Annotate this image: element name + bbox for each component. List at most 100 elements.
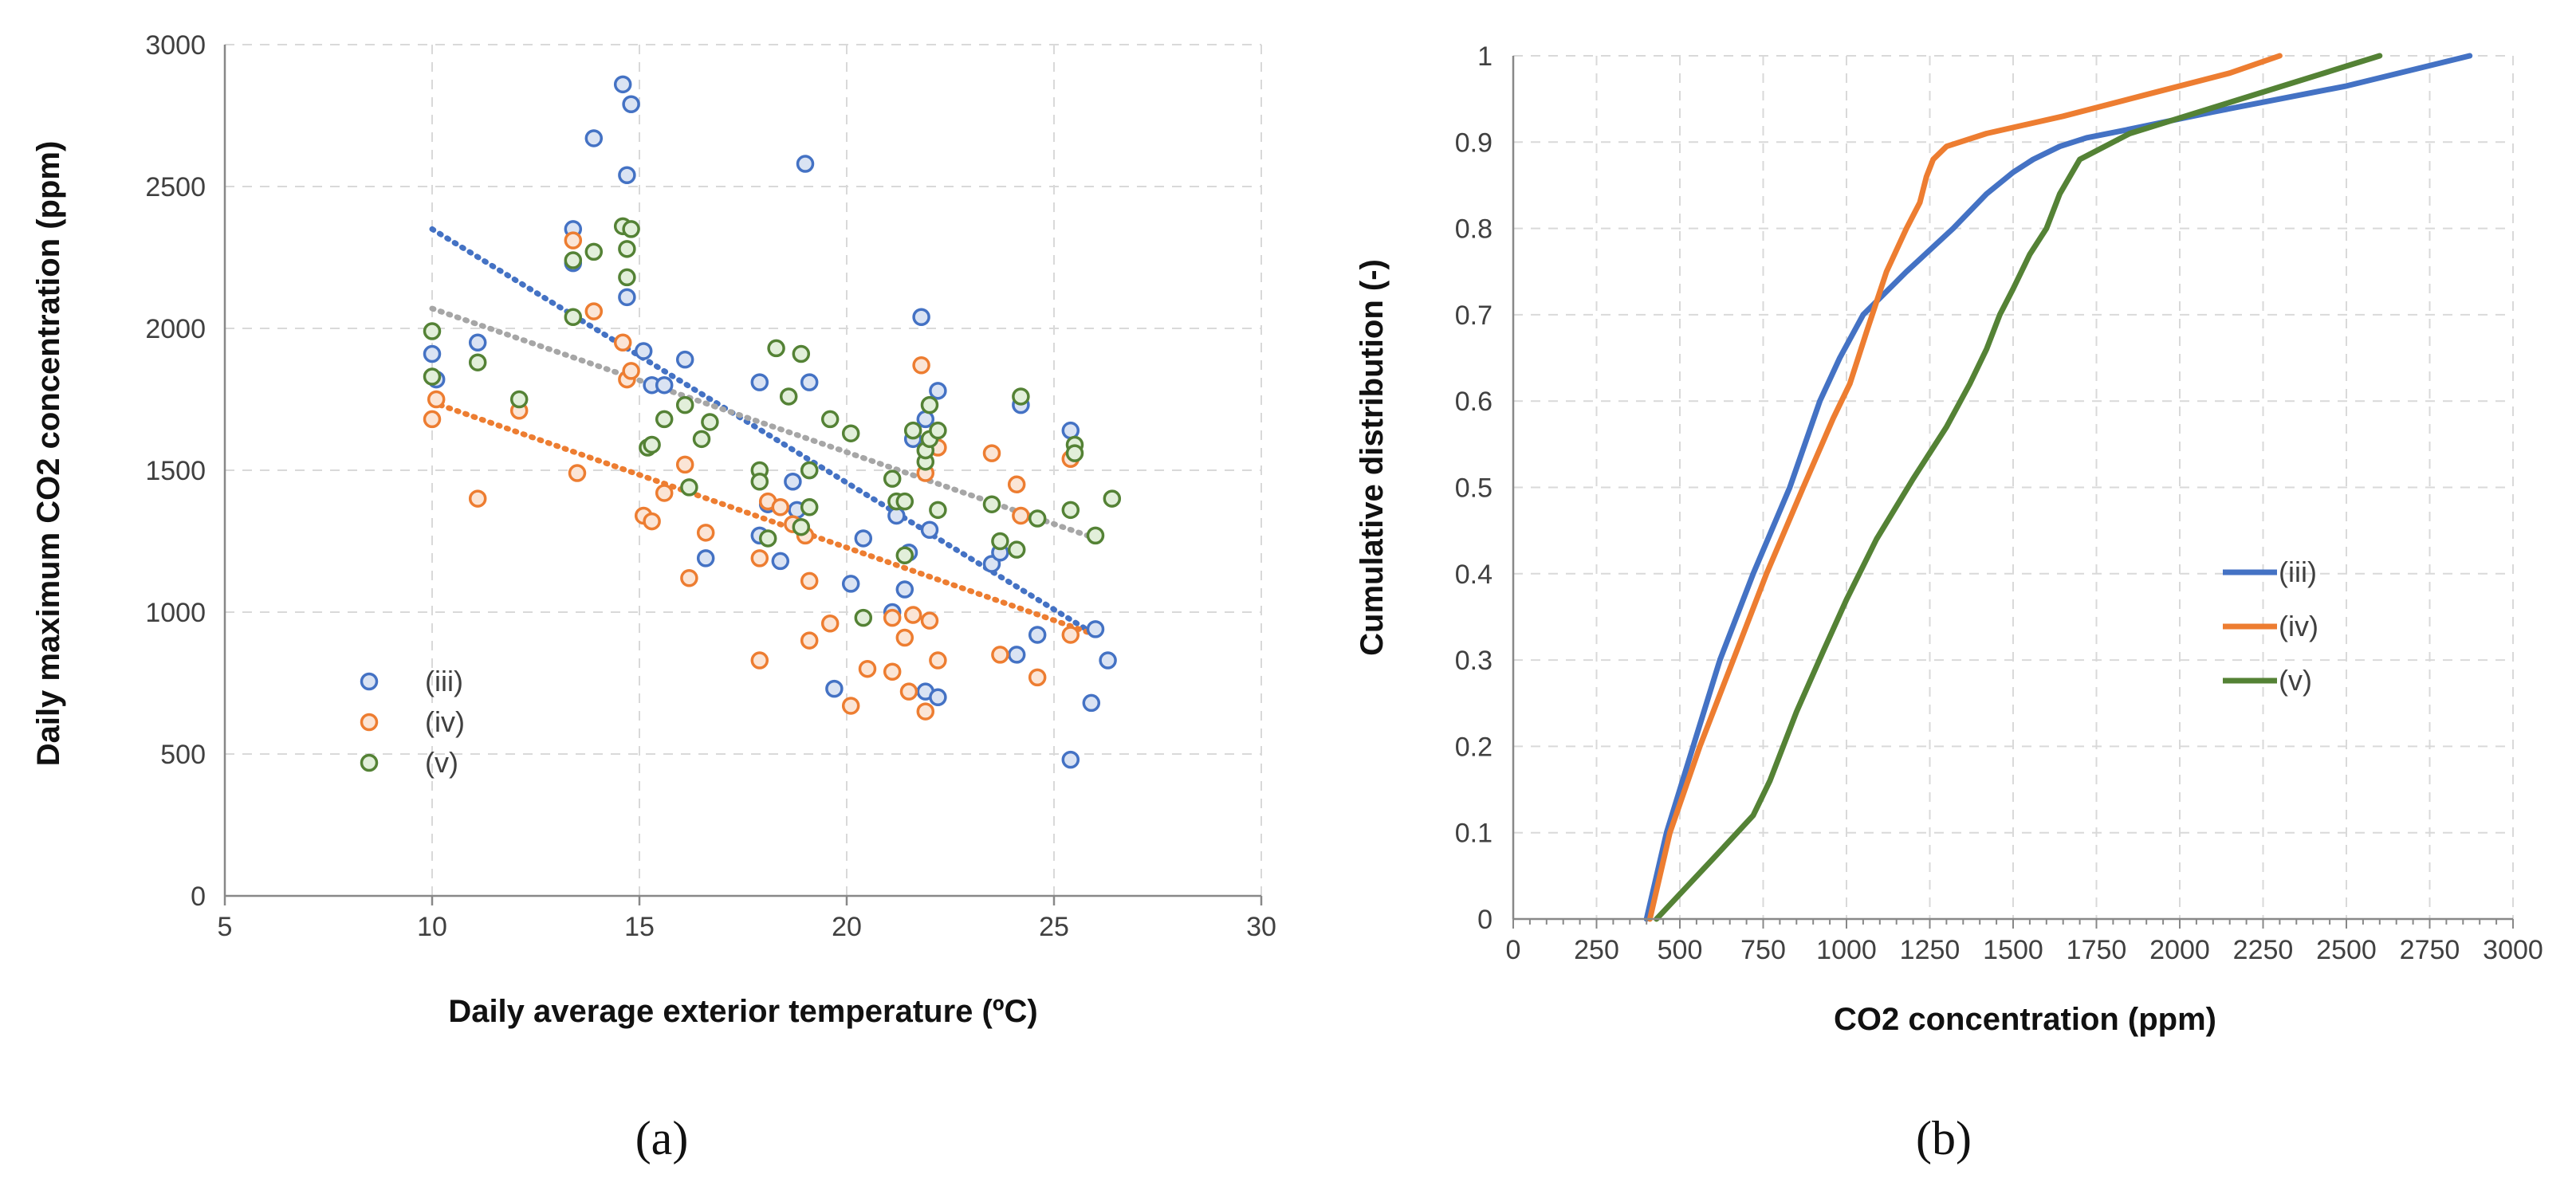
chart-a-point-s3-5	[564, 308, 583, 327]
chart-a-point-s3-39	[929, 421, 947, 440]
chart-a-point-s3-46	[1061, 501, 1080, 520]
chart-a-point-s1-25	[854, 529, 873, 548]
chart-a-legend-marker-3	[360, 753, 379, 772]
chart-b-y-tick-0.1: 0.1	[1455, 819, 1493, 849]
chart-a-point-s2-28	[883, 662, 902, 681]
chart-a-point-s2-15	[696, 524, 715, 542]
chart-b-x-tick-1000: 1000	[1816, 935, 1877, 965]
chart-a-y-tick-2000: 2000	[145, 314, 206, 344]
chart-a-legend-label-1: (iii)	[425, 665, 463, 697]
chart-a-point-s2-41	[1012, 506, 1030, 525]
chart-a-y-tick-2500: 2500	[145, 172, 206, 202]
chart-a-point-s2-37	[929, 651, 947, 670]
chart-a-point-s2-23	[800, 631, 819, 650]
chart-a-point-s1-16	[750, 373, 769, 391]
chart-a-point-s1-36	[929, 382, 947, 400]
chart-a-point-s3-0	[423, 322, 442, 340]
chart-a-point-s3-45	[1028, 509, 1047, 528]
chart-a-x-tick-5: 5	[218, 912, 233, 942]
chart-a-points	[423, 75, 1122, 769]
chart-b-y-tick-0.8: 0.8	[1455, 214, 1493, 245]
chart-a-point-s2-5	[568, 464, 587, 482]
chart-b-tick-labels: 0 250 500 750 1000 1250 1500 1750 2000 2250 2500 27…	[1455, 41, 2543, 965]
chart-a-point-s3-10	[618, 268, 636, 287]
chart-a-point-s2-11	[643, 512, 661, 531]
chart-a-x-tick-15: 15	[624, 912, 655, 942]
chart-b-legend: (iii) (iv) (v)	[2223, 556, 2318, 697]
chart-b-y-tick-0.2: 0.2	[1455, 732, 1493, 762]
chart-a-point-s3-3	[509, 390, 529, 409]
chart-a-point-s3-32	[895, 492, 914, 511]
chart-a-point-s1-42	[1028, 626, 1047, 644]
chart-a-point-s3-19	[750, 472, 769, 491]
chart-b-gridlines	[1513, 55, 2514, 919]
chart-a-point-s2-12	[655, 484, 674, 502]
chart-a-trendline-1	[429, 226, 1099, 638]
chart-a-point-s3-1	[423, 367, 442, 386]
chart-a-y-tick-1000: 1000	[145, 598, 206, 628]
chart-a-y-tick-0: 0	[191, 882, 206, 912]
chart-b-x-axis-title: CO2 concentration (ppm)	[1834, 1002, 2216, 1037]
chart-b-line-1	[1643, 53, 2473, 922]
chart-b-x-tick-2750: 2750	[2400, 935, 2460, 965]
chart-b-x-tick-2500: 2500	[2316, 935, 2377, 965]
chart-a-point-s1-0	[423, 344, 442, 363]
chart-b-y-tick-0.9: 0.9	[1455, 128, 1493, 158]
chart-a-point-s3-15	[680, 478, 698, 497]
chart-a-point-s2-29	[895, 628, 914, 647]
chart-b-x-tick-2250: 2250	[2233, 935, 2294, 965]
chart-a-point-s2-22	[800, 571, 819, 591]
chart-a-point-s2-1	[427, 390, 446, 409]
chart-b-y-tick-0.4: 0.4	[1455, 560, 1493, 590]
chart-a-x-axis-title: Daily average exterior temperature (ºC)	[448, 994, 1037, 1029]
chart-a-point-s1-6	[613, 75, 632, 94]
chart-b: 0 250 500 750 1000 1250 1500 1750 2000 2250 2500 27…	[1355, 41, 2543, 1164]
chart-b-y-tick-0: 0	[1477, 905, 1493, 935]
chart-a-point-s2-34	[916, 702, 935, 721]
chart-a-point-s1-24	[841, 575, 860, 593]
chart-a-y-tick-500: 500	[160, 740, 206, 770]
chart-a-point-s1-44	[1061, 750, 1080, 769]
chart-a-point-s2-44	[1061, 626, 1080, 644]
chart-a-point-s1-12	[655, 375, 674, 395]
chart-a-point-s3-6	[584, 242, 604, 261]
chart-b-legend-label-1: (iii)	[2279, 556, 2317, 588]
chart-a-point-s2-35	[920, 611, 939, 630]
chart-a-legend-marker-1	[360, 672, 379, 691]
chart-a-point-s3-25	[800, 461, 819, 480]
chart-a-point-s3-24	[792, 517, 811, 536]
chart-a-point-s1-40	[1007, 646, 1026, 664]
chart-a-point-s3-30	[883, 469, 902, 488]
chart-a-point-s2-2	[468, 489, 487, 508]
chart-a-point-s3-27	[820, 410, 840, 429]
chart-a-x-tick-30: 30	[1246, 912, 1276, 942]
chart-a-point-s3-29	[854, 608, 873, 627]
chart-a-legend-label-3: (v)	[425, 746, 458, 779]
chart-a-x-tick-20: 20	[832, 912, 862, 942]
chart-a-axes	[223, 45, 1263, 905]
chart-a-point-s3-28	[841, 424, 860, 442]
chart-b-y-tick-0.7: 0.7	[1455, 300, 1493, 331]
chart-a-point-s3-44	[1012, 387, 1030, 406]
chart-a-point-s2-26	[858, 659, 877, 678]
chart-b-axes	[1512, 56, 2514, 929]
chart-a-point-s1-45	[1082, 693, 1101, 713]
chart-b-x-tick-500: 500	[1658, 935, 1703, 965]
chart-a-legend: (iii) (iv) (v)	[360, 665, 465, 779]
chart-a-point-s1-14	[696, 549, 715, 568]
chart-a-point-s1-32	[912, 308, 930, 327]
chart-a: 5 10 15 20 25 30 0 500 1000 1500 2000 2500 3000 (iii…	[31, 30, 1276, 1164]
chart-a-point-s2-32	[912, 356, 930, 375]
chart-a-legend-label-2: (iv)	[425, 705, 465, 738]
chart-a-point-s3-8	[618, 240, 636, 258]
chart-a-point-s3-13	[655, 410, 674, 429]
chart-a-point-s2-4	[564, 231, 583, 249]
chart-a-point-s3-12	[643, 435, 661, 454]
chart-a-point-s1-34	[920, 520, 939, 540]
chart-a-point-s2-27	[883, 608, 902, 627]
chart-a-point-s1-29	[895, 580, 914, 599]
chart-a-point-s1-19	[771, 552, 790, 571]
chart-a-point-s3-2	[468, 353, 487, 371]
chart-b-line-2	[1646, 53, 2283, 922]
chart-a-point-s2-13	[675, 455, 694, 474]
